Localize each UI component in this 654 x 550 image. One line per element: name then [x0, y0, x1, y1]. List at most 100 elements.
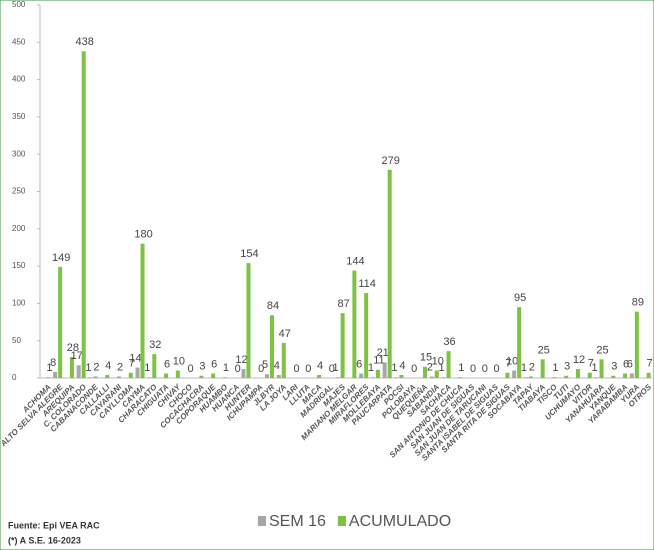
bar [58, 266, 63, 378]
value-label: 0 [188, 363, 194, 375]
value-label: 95 [514, 292, 526, 304]
bar [446, 351, 451, 378]
legend-label: ACUMULADO [349, 513, 451, 530]
value-label: 0 [305, 363, 311, 375]
value-label: 144 [346, 255, 364, 267]
bar [335, 377, 340, 378]
value-label: 7 [588, 358, 594, 370]
value-label: 6 [211, 358, 217, 370]
value-label: 7 [505, 358, 511, 370]
value-label: 0 [411, 363, 417, 375]
y-tick-label: 50 [12, 336, 21, 345]
value-label: 0 [482, 363, 488, 375]
bar [599, 359, 604, 378]
value-label: 4 [317, 360, 323, 372]
value-label: 114 [358, 278, 376, 290]
value-label: 36 [443, 336, 455, 348]
bar [552, 377, 557, 378]
value-label: 3 [564, 361, 570, 373]
value-label: 15 [420, 352, 432, 364]
y-tick-label: 450 [12, 37, 26, 46]
bar [117, 376, 121, 378]
bar [646, 372, 651, 378]
bar [540, 359, 545, 378]
value-label: 5 [262, 359, 268, 371]
bar [76, 365, 81, 378]
value-label: 0 [329, 363, 335, 375]
legend-swatch [337, 516, 346, 526]
bar [528, 376, 533, 378]
value-label: 438 [76, 36, 94, 48]
value-label: 21 [377, 347, 389, 359]
bar [623, 373, 628, 378]
bar [517, 307, 522, 378]
source: Fuente: Epi VEA RAC [8, 520, 100, 530]
bar [281, 342, 286, 378]
value-label: 32 [149, 339, 161, 351]
value-label: 1 [458, 362, 464, 374]
value-label: 0 [235, 363, 241, 375]
bar [128, 372, 133, 378]
value-label: 1 [591, 362, 597, 374]
bar [399, 375, 404, 378]
value-label: 12 [235, 354, 247, 366]
bar [375, 369, 380, 378]
bar [611, 375, 616, 378]
value-label: 7 [129, 358, 135, 370]
value-label: 7 [647, 358, 653, 370]
value-label: 12 [573, 354, 585, 366]
value-label: 180 [134, 229, 152, 241]
value-label: 3 [199, 361, 205, 373]
bar [576, 369, 580, 378]
bar [505, 372, 510, 378]
y-tick-label: 350 [12, 112, 26, 121]
value-label: 25 [596, 344, 608, 356]
bar [135, 367, 140, 378]
value-label: 11 [373, 355, 384, 367]
value-label: 6 [623, 358, 629, 370]
value-label: 84 [267, 300, 279, 312]
bar [364, 292, 369, 378]
bar [105, 375, 110, 378]
bar [46, 377, 51, 378]
value-label: 0 [494, 363, 500, 375]
value-label: 28 [67, 342, 79, 354]
legend-swatch [258, 516, 266, 526]
bar [370, 377, 375, 378]
value-label: 1 [223, 362, 229, 374]
y-tick-label: 400 [12, 75, 26, 84]
y-tick-label: 250 [12, 187, 26, 196]
bar [523, 377, 528, 378]
value-label: 2 [427, 361, 433, 373]
value-label: 10 [432, 355, 444, 367]
bar [429, 376, 434, 378]
value-label: 2 [529, 361, 535, 373]
bar [93, 376, 98, 378]
bar [317, 375, 322, 378]
bar [564, 375, 569, 378]
value-label: 6 [164, 358, 170, 370]
bar [199, 375, 204, 378]
bar [241, 369, 246, 378]
value-label: 14 [129, 352, 141, 364]
note: (*) A S.E. 16-2023 [8, 535, 81, 545]
value-label: 154 [240, 248, 258, 260]
value-label: 4 [105, 360, 111, 372]
bar [140, 243, 145, 378]
y-tick-label: 100 [12, 299, 26, 308]
y-tick-label: 300 [12, 149, 26, 158]
value-label: 47 [279, 328, 291, 340]
value-label: 8 [50, 357, 56, 369]
y-tick-label: 200 [12, 224, 26, 233]
value-label: 2 [93, 361, 99, 373]
value-label: 3 [611, 361, 617, 373]
value-label: 6 [356, 358, 362, 370]
value-label: 1 [521, 362, 527, 374]
bar [441, 377, 446, 378]
bar [246, 263, 251, 378]
bar [222, 377, 227, 378]
bar [629, 373, 634, 378]
bar [352, 270, 357, 378]
value-label: 6 [627, 358, 633, 370]
bar [175, 370, 180, 378]
